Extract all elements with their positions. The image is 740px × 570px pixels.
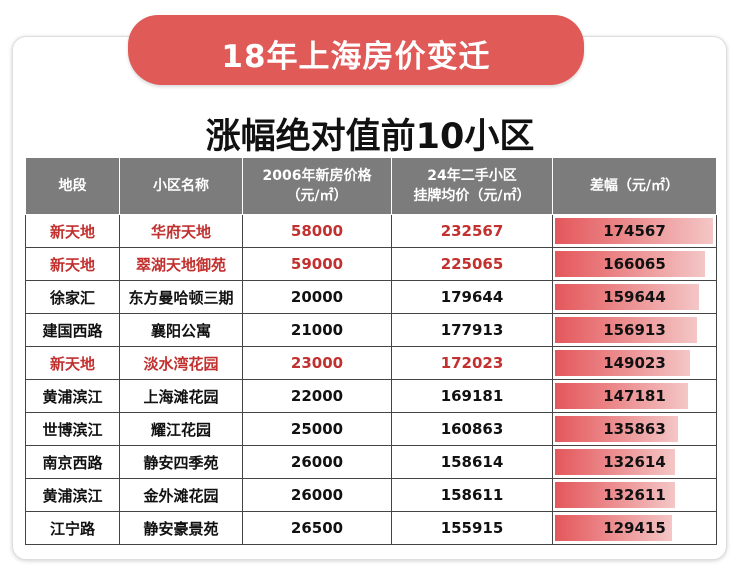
cell-price-2006: 25000 [242, 412, 392, 446]
cell-price-2006: 58000 [242, 214, 392, 248]
diff-value: 135863 [603, 420, 666, 438]
table-row: 黄浦滨江 金外滩花园 26000 158611 132611 [25, 478, 717, 512]
cell-price-2006: 26000 [242, 478, 392, 512]
cell-community: 襄阳公寓 [119, 313, 243, 347]
cell-price-2024: 158611 [391, 478, 553, 512]
header-price-2006: 2006年新房价格 （元/㎡） [242, 157, 392, 215]
table-row: 南京西路 静安四季苑 26000 158614 132614 [25, 445, 717, 479]
price-table: 地段 小区名称 2006年新房价格 （元/㎡） 24年二手小区 挂牌均价（元/㎡） 差幅（元… [25, 157, 717, 545]
cell-diff: 135863 [552, 412, 717, 446]
cell-price-2006: 59000 [242, 247, 392, 281]
diff-value: 159644 [603, 288, 666, 306]
cell-price-2024: 232567 [391, 214, 553, 248]
cell-community: 金外滩花园 [119, 478, 243, 512]
diff-bar [555, 383, 689, 409]
cell-diff: 156913 [552, 313, 717, 347]
diff-bar [555, 416, 678, 442]
table-row: 黄浦滨江 上海滩花园 22000 169181 147181 [25, 379, 717, 413]
cell-price-2024: 155915 [391, 511, 553, 545]
table-row: 建国西路 襄阳公寓 21000 177913 156913 [25, 313, 717, 347]
cell-diff: 129415 [552, 511, 717, 545]
cell-diff: 166065 [552, 247, 717, 281]
diff-value: 129415 [603, 519, 666, 537]
diff-bar [555, 482, 676, 508]
cell-community: 静安四季苑 [119, 445, 243, 479]
cell-area: 南京西路 [25, 445, 120, 479]
cell-diff: 149023 [552, 346, 717, 380]
cell-price-2024: 225065 [391, 247, 553, 281]
cell-area: 世博滨江 [25, 412, 120, 446]
cell-area: 黄浦滨江 [25, 478, 120, 512]
cell-price-2024: 177913 [391, 313, 553, 347]
diff-value: 156913 [603, 321, 666, 339]
table-row: 江宁路 静安豪景苑 26500 155915 129415 [25, 511, 717, 545]
diff-value: 166065 [603, 255, 666, 273]
cell-diff: 132614 [552, 445, 717, 479]
cell-price-2024: 169181 [391, 379, 553, 413]
table-row: 新天地 翠湖天地御苑 59000 225065 166065 [25, 247, 717, 281]
cell-area: 黄浦滨江 [25, 379, 120, 413]
cell-price-2006: 23000 [242, 346, 392, 380]
cell-community: 翠湖天地御苑 [119, 247, 243, 281]
table-header-row: 地段 小区名称 2006年新房价格 （元/㎡） 24年二手小区 挂牌均价（元/㎡） 差幅（元… [25, 157, 717, 215]
header-area: 地段 [25, 157, 120, 215]
cell-price-2024: 172023 [391, 346, 553, 380]
diff-value: 132614 [603, 453, 666, 471]
diff-value: 132611 [603, 486, 666, 504]
cell-diff: 147181 [552, 379, 717, 413]
cell-price-2024: 179644 [391, 280, 553, 314]
cell-community: 淡水湾花园 [119, 346, 243, 380]
diff-bar [555, 284, 700, 310]
diff-bar [555, 350, 690, 376]
cell-area: 建国西路 [25, 313, 120, 347]
diff-value: 149023 [603, 354, 666, 372]
diff-bar [555, 515, 673, 541]
diff-bar [555, 317, 698, 343]
cell-area: 新天地 [25, 346, 120, 380]
table-row: 新天地 淡水湾花园 23000 172023 149023 [25, 346, 717, 380]
table-row: 徐家汇 东方曼哈顿三期 20000 179644 159644 [25, 280, 717, 314]
table-row: 新天地 华府天地 58000 232567 174567 [25, 214, 717, 248]
cell-price-2024: 160863 [391, 412, 553, 446]
cell-area: 徐家汇 [25, 280, 120, 314]
diff-bar [555, 449, 676, 475]
diff-bar [555, 218, 713, 244]
header-community: 小区名称 [119, 157, 243, 215]
table-body: 新天地 华府天地 58000 232567 174567 新天地 翠湖天地御苑 59000 22… [25, 214, 717, 545]
cell-community: 耀江花园 [119, 412, 243, 446]
cell-diff: 159644 [552, 280, 717, 314]
cell-community: 东方曼哈顿三期 [119, 280, 243, 314]
cell-diff: 174567 [552, 214, 717, 248]
cell-price-2006: 26000 [242, 445, 392, 479]
header-diff: 差幅（元/㎡） [552, 157, 717, 215]
page-subtitle: 涨幅绝对值前10小区 [205, 117, 535, 157]
banner-title: 18年上海房价变迁 [221, 39, 491, 75]
cell-community: 上海滩花园 [119, 379, 243, 413]
cell-area: 新天地 [25, 214, 120, 248]
cell-community: 静安豪景苑 [119, 511, 243, 545]
title-banner: 18年上海房价变迁 [128, 15, 584, 85]
cell-price-2006: 21000 [242, 313, 392, 347]
cell-price-2006: 22000 [242, 379, 392, 413]
cell-diff: 132611 [552, 478, 717, 512]
table-row: 世博滨江 耀江花园 25000 160863 135863 [25, 412, 717, 446]
cell-price-2006: 26500 [242, 511, 392, 545]
diff-bar [555, 251, 706, 277]
header-price-2024: 24年二手小区 挂牌均价（元/㎡） [391, 157, 553, 215]
diff-value: 174567 [603, 222, 666, 240]
cell-price-2024: 158614 [391, 445, 553, 479]
cell-community: 华府天地 [119, 214, 243, 248]
cell-area: 江宁路 [25, 511, 120, 545]
cell-price-2006: 20000 [242, 280, 392, 314]
diff-value: 147181 [603, 387, 666, 405]
cell-area: 新天地 [25, 247, 120, 281]
